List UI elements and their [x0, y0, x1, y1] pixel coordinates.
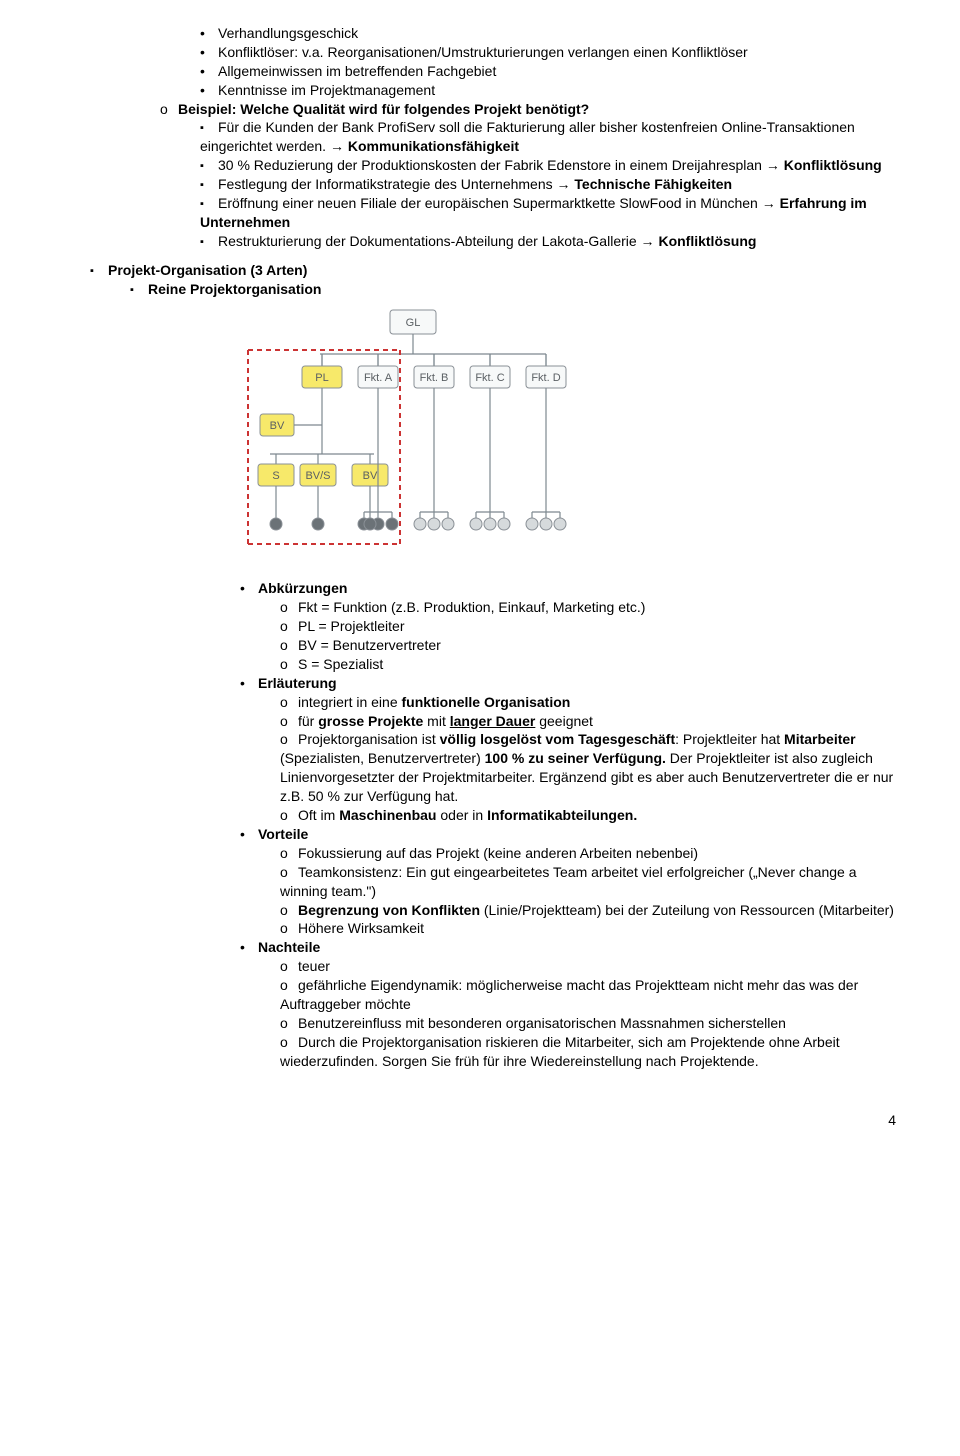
example-heading: Beispiel: Welche Qualität wird für folge…: [60, 100, 900, 119]
section-heading: Projekt-Organisation (3 Arten): [60, 261, 900, 280]
vor-item: Fokussierung auf das Projekt (keine ande…: [60, 844, 900, 863]
item: Konfliktlöser: v.a. Reorganisationen/Ums…: [60, 43, 900, 62]
org-diagram: GL PL Fkt. A Fkt. B Fkt. C Fkt. D BV S BV/S BV: [60, 304, 900, 569]
abk-item: S = Spezialist: [60, 655, 900, 674]
svg-text:PL: PL: [315, 372, 328, 384]
vor-item: Begrenzung von Konflikten (Linie/Projekt…: [60, 901, 900, 920]
details-list: Abkürzungen Fkt = Funktion (z.B. Produkt…: [60, 579, 900, 1070]
erl-item: Oft im Maschinenbau oder in Informatikab…: [60, 806, 900, 825]
nach-item: Durch die Projektorganisation riskieren …: [60, 1033, 900, 1071]
example-item: Restrukturierung der Dokumentations-Abte…: [60, 232, 900, 251]
vor-item: Teamkonsistenz: Ein gut eingearbeitetes …: [60, 863, 900, 901]
nach-heading: Nachteile: [60, 938, 900, 957]
example-item: Eröffnung einer neuen Filiale der europä…: [60, 194, 900, 232]
item: Kenntnisse im Projektmanagement: [60, 81, 900, 100]
item: Verhandlungsgeschick: [60, 24, 900, 43]
svg-text:BV: BV: [270, 420, 285, 432]
erl-heading: Erläuterung: [60, 674, 900, 693]
subsection-heading: Reine Projektorganisation: [60, 280, 900, 299]
item: Allgemeinwissen im betreffenden Fachgebi…: [60, 62, 900, 81]
abk-heading: Abkürzungen: [60, 579, 900, 598]
vor-item: Höhere Wirksamkeit: [60, 919, 900, 938]
vor-heading: Vorteile: [60, 825, 900, 844]
top-list: Verhandlungsgeschick Konfliktlöser: v.a.…: [60, 24, 900, 251]
erl-item: für grosse Projekte mit langer Dauer gee…: [60, 712, 900, 731]
nach-item: gefährliche Eigendynamik: möglicherweise…: [60, 976, 900, 1014]
svg-text:BV/S: BV/S: [305, 470, 330, 482]
abk-item: PL = Projektleiter: [60, 617, 900, 636]
svg-text:BV: BV: [363, 470, 378, 482]
example-item: Für die Kunden der Bank ProfiServ soll d…: [60, 118, 900, 156]
svg-text:Fkt. C: Fkt. C: [475, 372, 504, 384]
svg-text:Fkt. B: Fkt. B: [420, 372, 449, 384]
example-item: 30 % Reduzierung der Produktionskosten d…: [60, 156, 900, 175]
nach-item: Benutzereinfluss mit besonderen organisa…: [60, 1014, 900, 1033]
abk-item: BV = Benutzervertreter: [60, 636, 900, 655]
svg-text:Fkt. A: Fkt. A: [364, 372, 393, 384]
nach-item: teuer: [60, 957, 900, 976]
svg-text:S: S: [272, 470, 279, 482]
svg-text:Fkt. D: Fkt. D: [531, 372, 560, 384]
erl-item: integriert in eine funktionelle Organisa…: [60, 693, 900, 712]
svg-text:GL: GL: [406, 317, 421, 329]
page-number: 4: [60, 1111, 900, 1130]
erl-item: Projektorganisation ist völlig losgelöst…: [60, 730, 900, 806]
example-item: Festlegung der Informatikstrategie des U…: [60, 175, 900, 194]
abk-item: Fkt = Funktion (z.B. Produktion, Einkauf…: [60, 598, 900, 617]
